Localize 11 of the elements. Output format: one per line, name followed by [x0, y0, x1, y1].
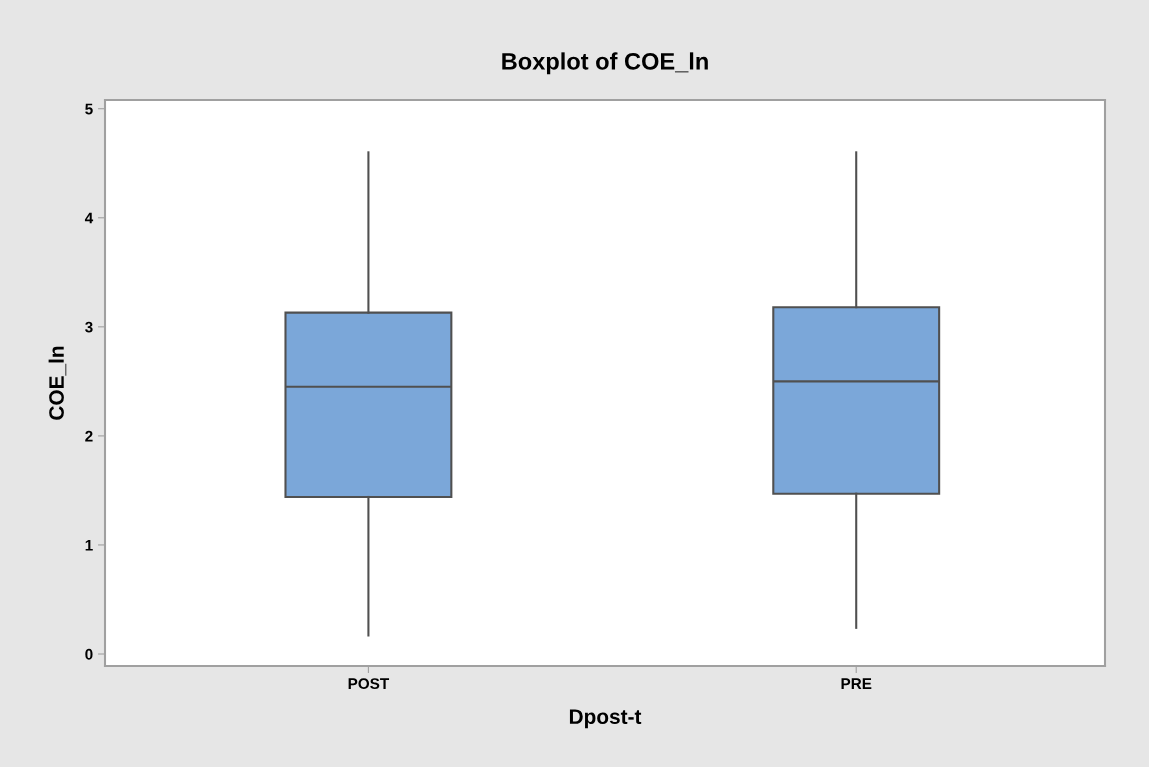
- y-tick-label: 0: [85, 648, 93, 660]
- y-tick-label: 1: [85, 539, 93, 551]
- y-tick-label: 4: [84, 212, 94, 224]
- x-tick-label: PRE: [841, 678, 872, 689]
- y-tick-label: 3: [85, 321, 93, 333]
- y-tick-label: 5: [85, 103, 93, 115]
- chart-title: Boxplot of COE_ln: [502, 52, 708, 75]
- x-tick-label: POST: [348, 678, 390, 690]
- y-axis-title: COE_ln: [48, 346, 67, 420]
- y-tick-label: 2: [85, 430, 93, 442]
- x-axis-title: Dpost-t: [569, 709, 642, 729]
